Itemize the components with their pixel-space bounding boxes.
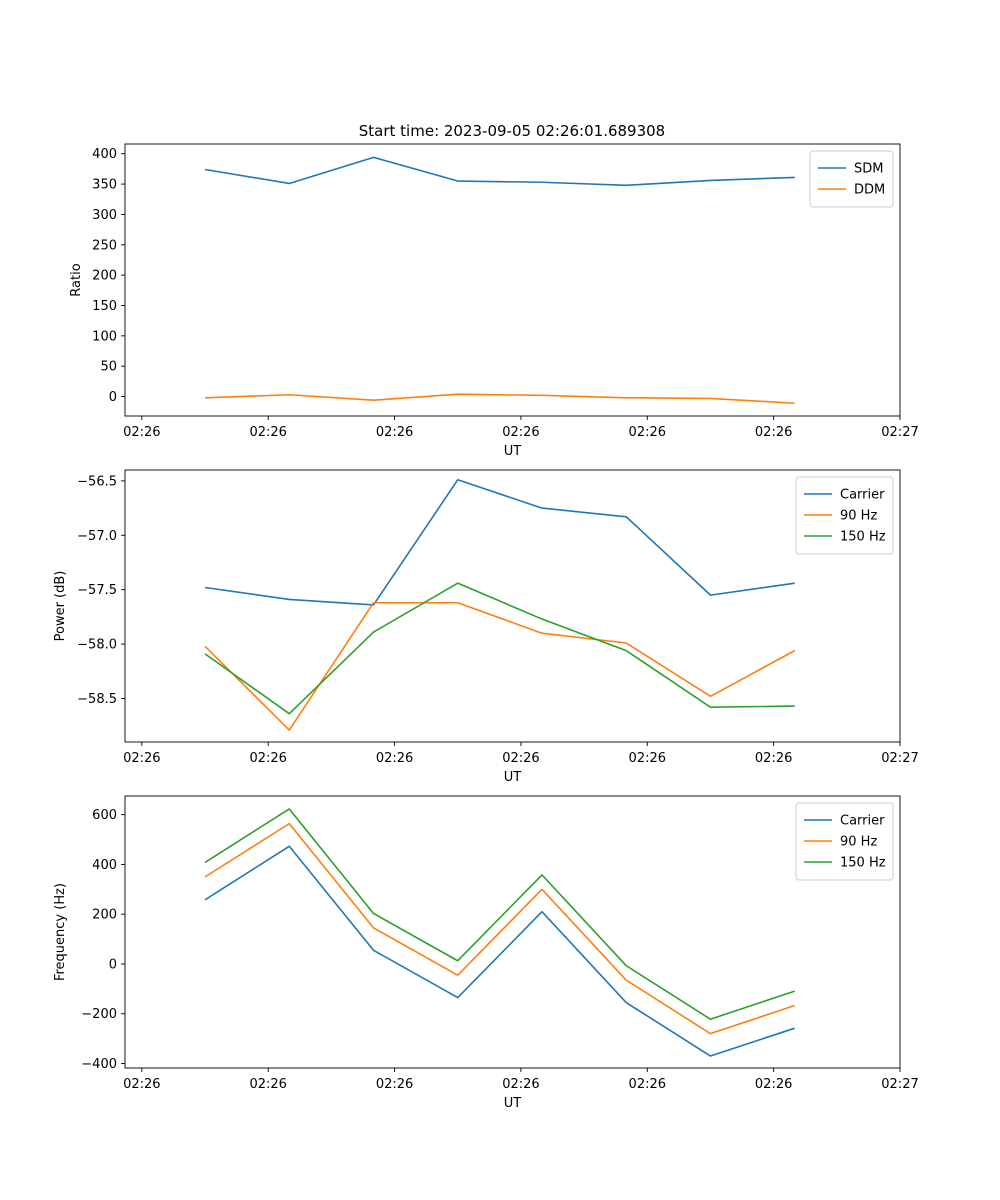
power-db-y-tick-label: −58.0 [77,638,117,653]
ratio-y-tick-label: 150 [92,299,117,314]
power-db-legend: Carrier 90 Hz 150 Hz [795,476,894,555]
ratio-y-tick-label: 0 [109,390,117,405]
ratio-legend-label-sdm: SDM [854,162,883,177]
frequency-hz-x-tick-label: 02:26 [123,1077,160,1092]
ratio-legend: SDM DDM [809,150,894,208]
frequency-hz-y-axis-label: Frequency (Hz) [53,883,68,981]
frequency-hz-x-axis-label: UT [504,1096,522,1111]
power-db-x-tick-label: 02:26 [502,751,539,766]
ratio-y-tick-label: 400 [92,147,117,162]
power-db-x-tick-label: 02:26 [123,751,160,766]
power-db-x-tick-label: 02:26 [249,751,286,766]
ratio-x-tick-label: 02:27 [881,425,918,440]
ratio-y-tick-label: 100 [92,329,117,344]
power-db-series-150-hz [204,582,795,715]
power-db-series-90-hz [204,601,796,731]
power-db-y-tick-label: −57.5 [77,583,117,598]
ratio-y-tick-label: 50 [100,360,117,375]
ratio-series-ddm [205,393,795,405]
ratio-y-tick-label: 350 [92,178,117,193]
power-db-y-tick-label: −58.5 [77,692,117,707]
ratio-series-sdm [204,156,795,187]
frequency-hz-y-tick-label: 0 [109,957,117,972]
frequency-hz-legend-label-carrier: Carrier [840,814,885,829]
frequency-axes: 02:26 02:26 02:26 02:26 02:26 02:26 02:27 −400 −… [53,795,919,1111]
ratio-y-tick-label: 200 [92,269,117,284]
frequency-hz-x-tick-label: 02:26 [629,1077,666,1092]
power-db-x-tick-label: 02:27 [881,751,918,766]
power-db-series-carrier [204,478,795,606]
power-db-legend-box [795,476,894,555]
power-db-legend-label-carrier: Carrier [840,488,885,503]
frequency-hz-y-tick-label: 600 [92,808,117,823]
frequency-hz-series-150-hz [204,808,795,1021]
figure-title: Start time: 2023-09-05 02:26:01.689308 [359,122,665,140]
ratio-x-axis-label: UT [504,444,522,459]
power-db-x-tick-label: 02:26 [376,751,413,766]
frequency-hz-y-tick-label: 400 [92,858,117,873]
ratio-legend-box [809,150,894,208]
ratio-x-tick-label: 02:26 [755,425,792,440]
ratio-y-axis-label: Ratio [69,263,84,296]
ratio-x-tick-label: 02:26 [629,425,666,440]
frequency-hz-series-carrier [204,845,795,1057]
frequency-hz-legend-box [795,802,894,881]
frequency-hz-y-tick-label: −400 [81,1057,117,1072]
power-db-axes-frame [124,469,901,743]
ratio-x-tick-label: 02:26 [123,425,160,440]
ratio-x-tick-label: 02:26 [249,425,286,440]
power-db-x-tick-label: 02:26 [629,751,666,766]
power-db-legend-label-150-hz: 150 Hz [840,530,886,545]
ratio-legend-label-ddm: DDM [854,183,885,198]
frequency-hz-x-tick-label: 02:26 [249,1077,286,1092]
ratio-x-tick-label: 02:26 [502,425,539,440]
ratio-y-tick-label: 300 [92,208,117,223]
ratio-x-tick-label: 02:26 [376,425,413,440]
frequency-hz-x-tick-label: 02:26 [376,1077,413,1092]
power-db-x-tick-label: 02:26 [755,751,792,766]
frequency-hz-legend-label-90-hz: 90 Hz [840,835,877,850]
power-axes: 02:26 02:26 02:26 02:26 02:26 02:26 02:27 −58.5… [53,469,919,785]
power-db-y-axis-label: Power (dB) [53,571,68,642]
ratio-axes-frame [124,143,901,417]
power-db-y-tick-label: −56.5 [77,474,117,489]
frequency-hz-y-tick-label: 200 [92,908,117,923]
frequency-hz-axes-frame [124,795,901,1069]
frequency-hz-legend: Carrier 90 Hz 150 Hz [795,802,894,881]
frequency-hz-y-tick-label: −200 [81,1007,117,1022]
ratio-axes: 02:26 02:26 02:26 02:26 02:26 02:26 02:27 0 50 10… [69,143,919,459]
ratio-y-tick-label: 250 [92,238,117,253]
frequency-hz-x-tick-label: 02:26 [755,1077,792,1092]
power-db-x-axis-label: UT [504,770,522,785]
frequency-hz-x-tick-label: 02:26 [502,1077,539,1092]
frequency-hz-x-tick-label: 02:27 [881,1077,918,1092]
frequency-hz-series-90-hz [204,822,795,1035]
power-db-legend-label-90-hz: 90 Hz [840,509,877,524]
frequency-hz-legend-label-150-hz: 150 Hz [840,856,886,871]
power-db-y-tick-label: −57.0 [77,529,117,544]
